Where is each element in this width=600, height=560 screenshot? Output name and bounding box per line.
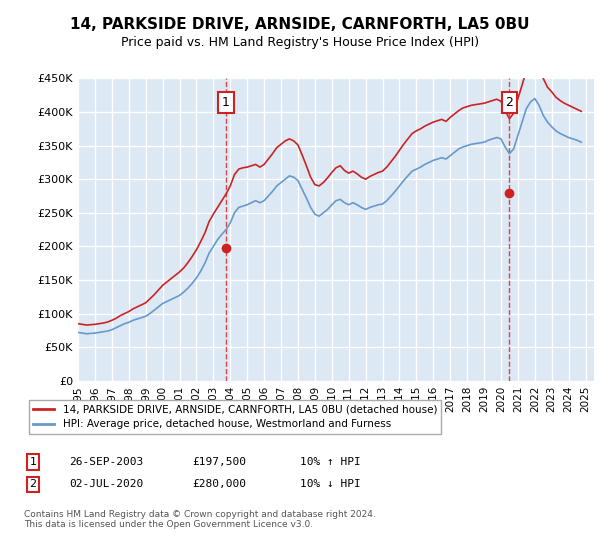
Text: 10% ↑ HPI: 10% ↑ HPI <box>300 457 361 467</box>
Text: 2: 2 <box>29 479 37 489</box>
Text: 1: 1 <box>29 457 37 467</box>
Text: 02-JUL-2020: 02-JUL-2020 <box>69 479 143 489</box>
Text: £280,000: £280,000 <box>192 479 246 489</box>
Text: Price paid vs. HM Land Registry's House Price Index (HPI): Price paid vs. HM Land Registry's House … <box>121 36 479 49</box>
Text: 26-SEP-2003: 26-SEP-2003 <box>69 457 143 467</box>
Text: Contains HM Land Registry data © Crown copyright and database right 2024.
This d: Contains HM Land Registry data © Crown c… <box>24 510 376 529</box>
Text: 2: 2 <box>505 96 514 109</box>
Text: 10% ↓ HPI: 10% ↓ HPI <box>300 479 361 489</box>
Text: 1: 1 <box>222 96 230 109</box>
Text: 14, PARKSIDE DRIVE, ARNSIDE, CARNFORTH, LA5 0BU: 14, PARKSIDE DRIVE, ARNSIDE, CARNFORTH, … <box>70 17 530 32</box>
Legend: 14, PARKSIDE DRIVE, ARNSIDE, CARNFORTH, LA5 0BU (detached house), HPI: Average p: 14, PARKSIDE DRIVE, ARNSIDE, CARNFORTH, … <box>29 400 441 433</box>
Text: £197,500: £197,500 <box>192 457 246 467</box>
